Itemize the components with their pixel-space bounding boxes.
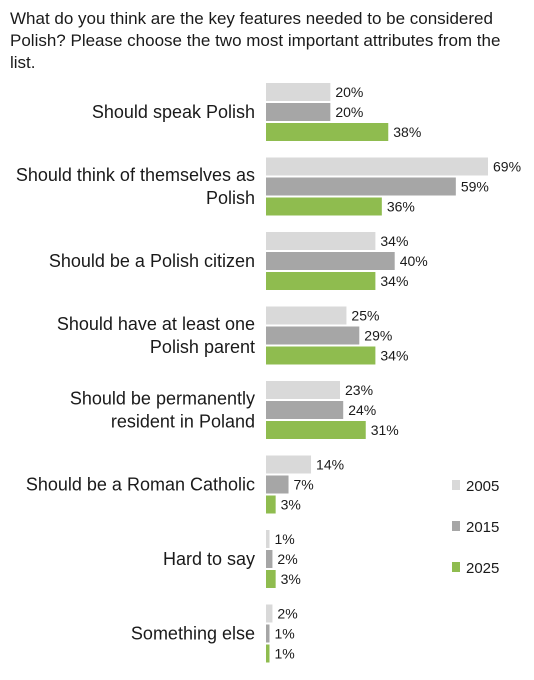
category-label-1: Should speak Polish (92, 102, 255, 122)
bar-2005-category-4 (266, 306, 347, 325)
bar-2025-category-8 (266, 644, 270, 663)
bar-2015-category-6 (266, 475, 289, 494)
category-label-7: Hard to say (163, 549, 255, 569)
value-label-2025-category-5: 31% (371, 422, 399, 438)
value-label-2025-category-2: 36% (387, 199, 415, 215)
bar-2005-category-2 (266, 157, 488, 176)
bar-2015-category-4 (266, 326, 360, 345)
bar-2015-category-8 (266, 624, 270, 643)
category-label-2-line-2: Polish (206, 188, 255, 208)
value-label-2025-category-8: 1% (275, 646, 295, 662)
bar-2025-category-2 (266, 197, 382, 216)
bar-2025-category-7 (266, 570, 276, 588)
value-label-2025-category-7: 3% (281, 571, 301, 587)
bar-2005-category-8 (266, 604, 273, 623)
value-label-2005-category-7: 1% (275, 531, 295, 547)
legend-swatch-2005 (452, 480, 460, 490)
bar-2005-category-5 (266, 381, 340, 399)
category-label-3: Should be a Polish citizen (49, 251, 255, 271)
bar-2025-category-5 (266, 421, 366, 439)
value-label-2015-category-5: 24% (348, 402, 376, 418)
bar-2005-category-6 (266, 455, 312, 474)
value-label-2005-category-8: 2% (277, 606, 297, 622)
value-label-2005-category-2: 69% (493, 159, 521, 175)
value-label-2005-category-6: 14% (316, 457, 344, 473)
legend-swatch-2025 (452, 562, 460, 572)
bar-2005-category-7 (266, 530, 270, 548)
category-label-8: Something else (131, 624, 255, 644)
bar-2025-category-4 (266, 346, 376, 365)
bar-2025-category-6 (266, 495, 276, 514)
bar-2015-category-3 (266, 252, 395, 270)
bar-2015-category-1 (266, 103, 331, 121)
bar-2015-category-7 (266, 550, 273, 568)
bar-2025-category-1 (266, 123, 389, 141)
bar-2005-category-1 (266, 83, 331, 101)
value-label-2015-category-4: 29% (364, 328, 392, 344)
bar-2025-category-3 (266, 272, 376, 290)
value-label-2015-category-8: 1% (275, 626, 295, 642)
legend-label-2025: 2025 (466, 560, 499, 577)
value-label-2005-category-4: 25% (351, 308, 379, 324)
value-label-2015-category-3: 40% (400, 253, 428, 269)
category-label-6: Should be a Roman Catholic (26, 475, 255, 495)
value-label-2005-category-1: 20% (335, 84, 363, 100)
value-label-2015-category-2: 59% (461, 179, 489, 195)
category-label-2-line-1: Should think of themselves as (16, 165, 255, 185)
bar-2015-category-5 (266, 401, 344, 419)
legend-label-2015: 2015 (466, 519, 499, 536)
value-label-2005-category-3: 34% (380, 233, 408, 249)
legend-label-2005: 2005 (466, 478, 499, 495)
value-label-2005-category-5: 23% (345, 382, 373, 398)
value-label-2025-category-4: 34% (380, 348, 408, 364)
value-label-2015-category-7: 2% (277, 551, 297, 567)
category-label-4-line-1: Should have at least one (57, 314, 255, 334)
bar-2005-category-3 (266, 232, 376, 250)
value-label-2025-category-6: 3% (281, 497, 301, 513)
chart-title: What do you think are the key features n… (10, 9, 501, 72)
category-label-5-line-2: resident in Poland (111, 412, 255, 432)
value-label-2025-category-3: 34% (380, 273, 408, 289)
bar-2015-category-2 (266, 177, 456, 196)
value-label-2025-category-1: 38% (393, 124, 421, 140)
legend-swatch-2015 (452, 521, 460, 531)
value-label-2015-category-6: 7% (294, 477, 314, 493)
value-label-2015-category-1: 20% (335, 104, 363, 120)
category-label-4-line-2: Polish parent (150, 337, 255, 357)
category-label-5-line-1: Should be permanently (70, 389, 255, 409)
